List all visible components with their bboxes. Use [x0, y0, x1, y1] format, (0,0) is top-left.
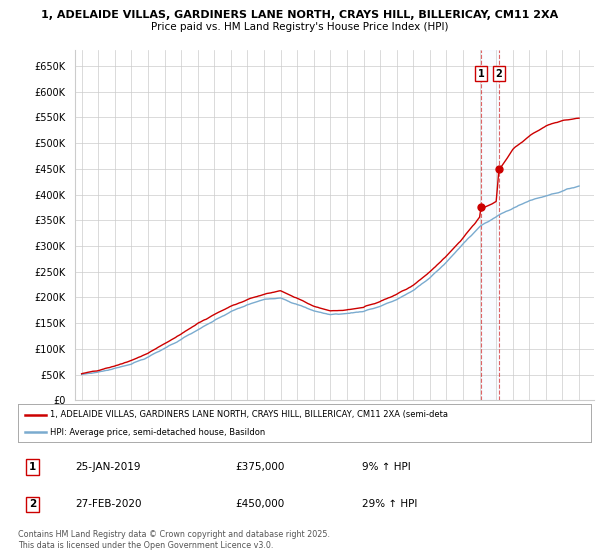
- Text: 1, ADELAIDE VILLAS, GARDINERS LANE NORTH, CRAYS HILL, BILLERICAY, CM11 2XA: 1, ADELAIDE VILLAS, GARDINERS LANE NORTH…: [41, 10, 559, 20]
- Text: 27-FEB-2020: 27-FEB-2020: [76, 500, 142, 510]
- Text: £450,000: £450,000: [236, 500, 285, 510]
- Text: Price paid vs. HM Land Registry's House Price Index (HPI): Price paid vs. HM Land Registry's House …: [151, 22, 449, 32]
- Text: 1: 1: [29, 462, 36, 472]
- Text: HPI: Average price, semi-detached house, Basildon: HPI: Average price, semi-detached house,…: [50, 428, 265, 437]
- Text: Contains HM Land Registry data © Crown copyright and database right 2025.
This d: Contains HM Land Registry data © Crown c…: [18, 530, 330, 550]
- Text: 9% ↑ HPI: 9% ↑ HPI: [362, 462, 410, 472]
- Bar: [481, 50, 499, 400]
- Text: 2: 2: [29, 500, 36, 510]
- Text: 29% ↑ HPI: 29% ↑ HPI: [362, 500, 417, 510]
- Text: £375,000: £375,000: [236, 462, 285, 472]
- Text: 25-JAN-2019: 25-JAN-2019: [76, 462, 141, 472]
- Text: 1, ADELAIDE VILLAS, GARDINERS LANE NORTH, CRAYS HILL, BILLERICAY, CM11 2XA (semi: 1, ADELAIDE VILLAS, GARDINERS LANE NORTH…: [50, 410, 448, 419]
- Text: 1: 1: [478, 68, 484, 78]
- Text: 2: 2: [496, 68, 502, 78]
